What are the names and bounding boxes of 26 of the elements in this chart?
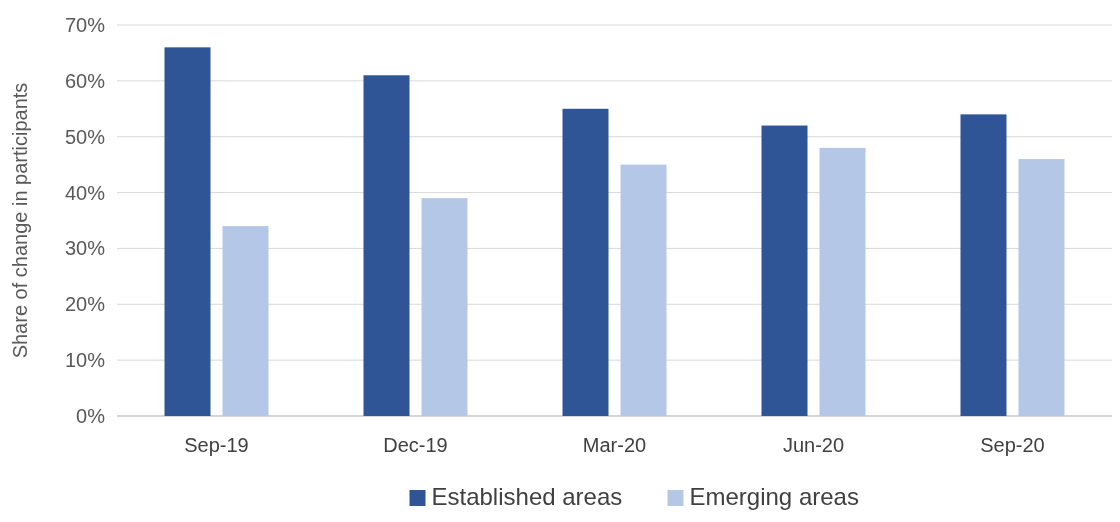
bar: [363, 75, 410, 416]
bar: [960, 114, 1007, 416]
bar: [620, 164, 667, 416]
x-tick-label: Mar-20: [582, 434, 647, 456]
x-tick-label: Sep-19: [184, 434, 249, 456]
legend-label: Established areas: [431, 483, 623, 510]
y-tick-label: 70%: [64, 14, 106, 36]
bar: [421, 198, 468, 416]
x-tick-label: Dec-19: [383, 434, 448, 456]
bar: [1018, 159, 1065, 416]
y-tick-label: 60%: [64, 69, 106, 92]
bar: [222, 226, 269, 416]
y-tick-label: 30%: [64, 237, 106, 260]
bar: [164, 47, 211, 416]
y-tick-label: 50%: [64, 125, 106, 148]
bar: [761, 125, 808, 416]
bar: [562, 108, 609, 416]
x-tick-label: Jun-20: [782, 434, 845, 456]
legend-label: Emerging areas: [689, 483, 859, 510]
y-tick-label: 0%: [76, 405, 106, 427]
y-tick-label: 20%: [64, 293, 106, 316]
y-tick-label: 10%: [64, 349, 106, 372]
y-axis-title: Share of change in participants: [9, 82, 31, 359]
bar: [819, 147, 866, 416]
y-tick-label: 40%: [64, 181, 106, 204]
x-tick-label: Sep-20: [980, 434, 1045, 456]
